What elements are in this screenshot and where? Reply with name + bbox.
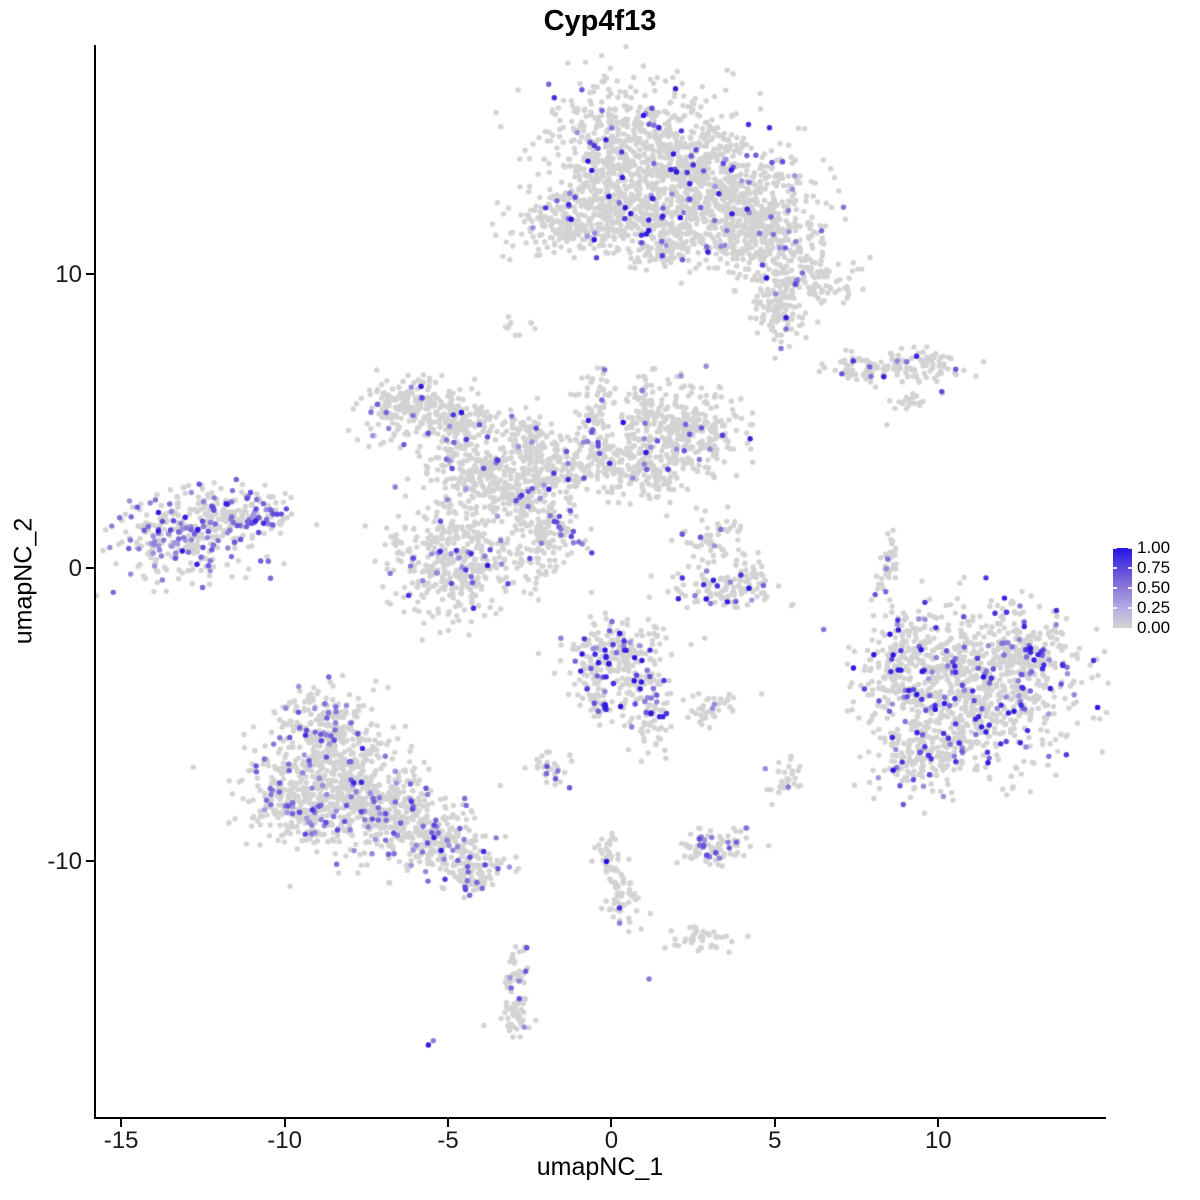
x-tick-mark [610, 1119, 613, 1127]
x-tick-mark [283, 1119, 286, 1127]
x-tick-label: -5 [437, 1127, 459, 1154]
y-axis-title: umapNC_2 [9, 517, 38, 645]
y-tick-label: 0 [68, 554, 82, 582]
x-tick-label: -10 [267, 1127, 302, 1154]
x-tick-label: 0 [604, 1127, 619, 1154]
x-tick-mark [120, 1119, 123, 1127]
x-tick-mark [773, 1119, 776, 1127]
y-tick-mark [86, 566, 94, 569]
y-axis-line [94, 45, 96, 1119]
x-axis-title: umapNC_1 [536, 1153, 664, 1181]
y-tick-mark [86, 273, 94, 276]
x-tick-label: 5 [768, 1127, 782, 1154]
x-tick-label: 10 [924, 1127, 952, 1154]
x-tick-label: -15 [103, 1127, 139, 1154]
x-tick-mark [937, 1119, 940, 1127]
y-tick-label: -10 [47, 848, 82, 876]
x-axis-line [94, 1117, 1106, 1119]
y-tick-label: 10 [55, 261, 82, 289]
y-tick-mark [86, 860, 94, 863]
x-tick-mark [447, 1119, 449, 1127]
